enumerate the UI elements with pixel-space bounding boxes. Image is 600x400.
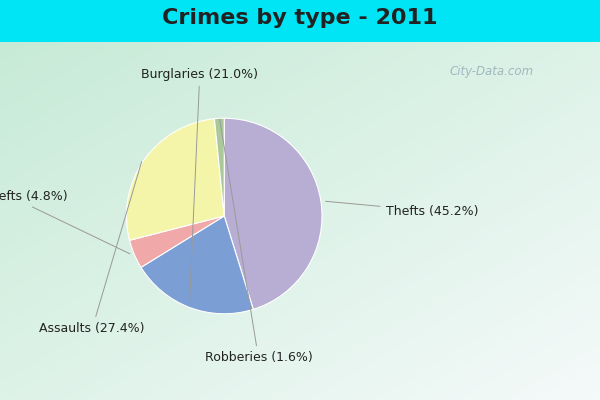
Text: Robberies (1.6%): Robberies (1.6%) bbox=[205, 119, 313, 364]
Text: Assaults (27.4%): Assaults (27.4%) bbox=[40, 162, 145, 335]
Text: Crimes by type - 2011: Crimes by type - 2011 bbox=[162, 8, 438, 28]
Text: City-Data.com: City-Data.com bbox=[450, 66, 534, 78]
Text: Burglaries (21.0%): Burglaries (21.0%) bbox=[141, 68, 258, 307]
Text: Thefts (45.2%): Thefts (45.2%) bbox=[326, 201, 478, 218]
Text: Auto thefts (4.8%): Auto thefts (4.8%) bbox=[0, 190, 130, 254]
Wedge shape bbox=[130, 216, 224, 267]
Wedge shape bbox=[141, 216, 253, 314]
Wedge shape bbox=[127, 119, 224, 240]
Wedge shape bbox=[224, 118, 322, 309]
Wedge shape bbox=[214, 118, 224, 216]
